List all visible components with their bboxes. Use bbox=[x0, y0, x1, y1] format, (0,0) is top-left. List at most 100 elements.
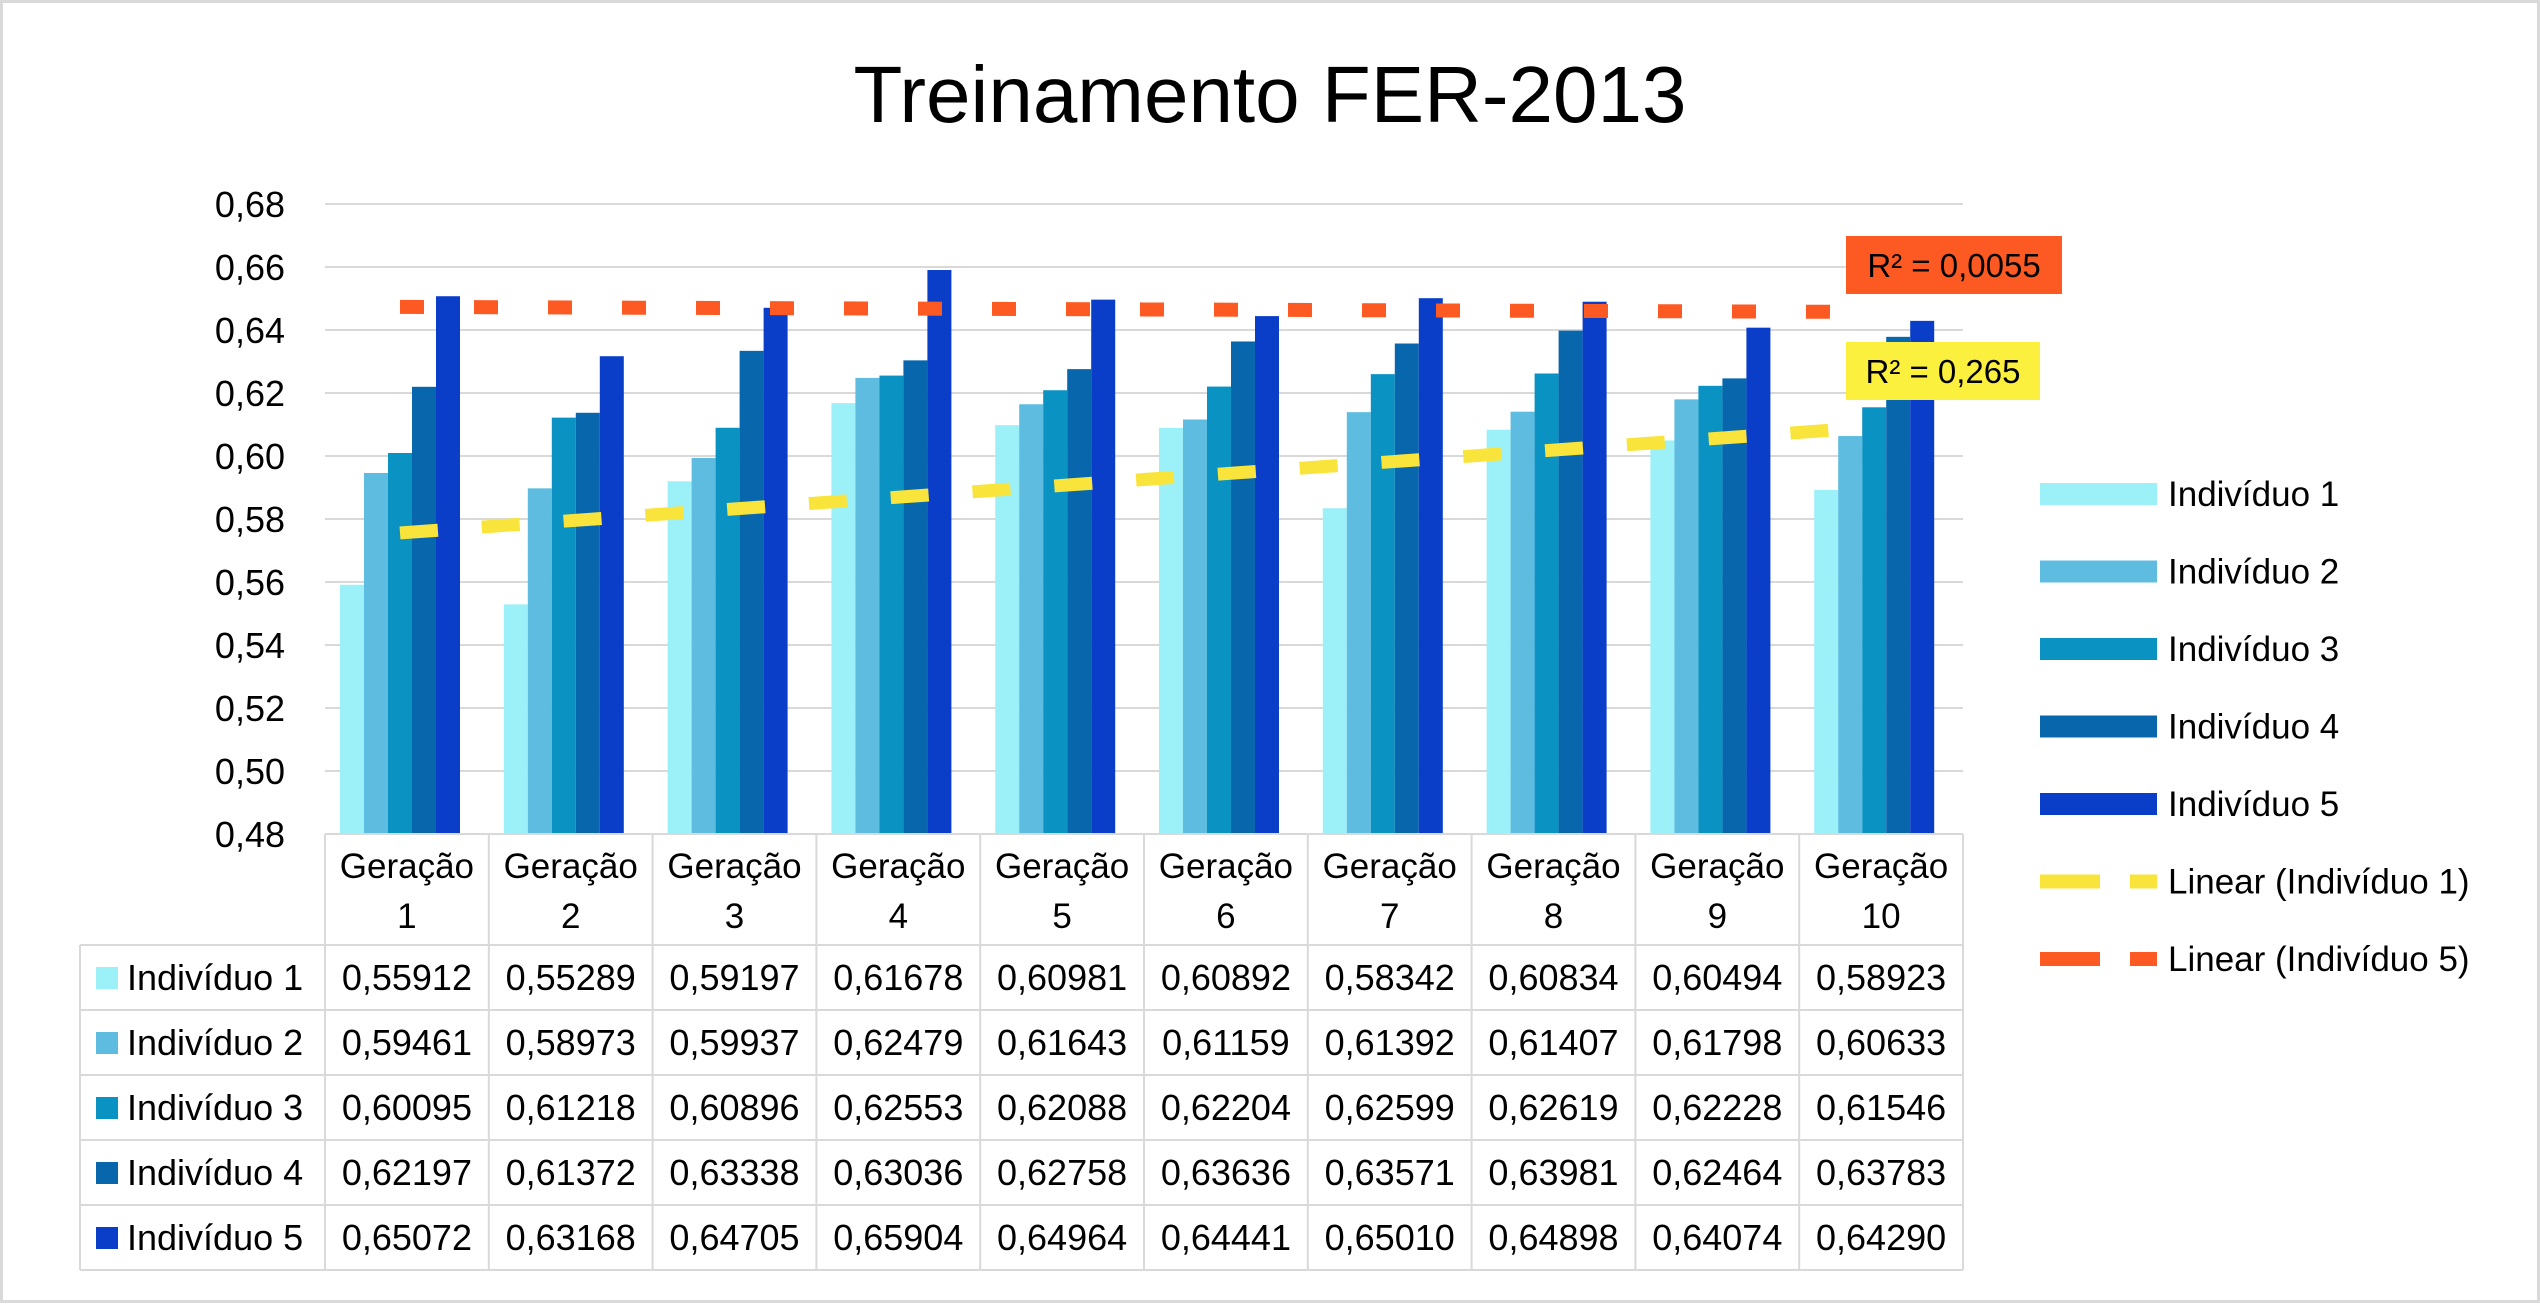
bar bbox=[855, 377, 880, 834]
bar bbox=[1814, 489, 1839, 834]
category-label-line2: 3 bbox=[725, 897, 744, 936]
table-cell-value: 0,62758 bbox=[997, 1152, 1127, 1193]
category-label-line2: 2 bbox=[561, 897, 580, 936]
bar bbox=[879, 375, 904, 834]
table-series-name: Indivíduo 2 bbox=[127, 1022, 303, 1063]
table-cell-value: 0,59197 bbox=[669, 957, 799, 998]
table-cell-value: 0,64705 bbox=[669, 1217, 799, 1258]
bar bbox=[1394, 343, 1419, 834]
bar bbox=[691, 457, 716, 834]
legend-label: Indivíduo 4 bbox=[2168, 708, 2339, 747]
table-cell-value: 0,61798 bbox=[1652, 1022, 1782, 1063]
table-cell-value: 0,62599 bbox=[1325, 1087, 1455, 1128]
table-legend-key bbox=[96, 1162, 118, 1184]
bar bbox=[1582, 301, 1607, 834]
table-cell-value: 0,63636 bbox=[1161, 1152, 1291, 1193]
y-tick-label: 0,52 bbox=[215, 688, 285, 729]
y-tick-label: 0,60 bbox=[215, 436, 285, 477]
table-cell-value: 0,64290 bbox=[1816, 1217, 1946, 1258]
table-cell-value: 0,60494 bbox=[1652, 957, 1782, 998]
table-cell-value: 0,65904 bbox=[833, 1217, 963, 1258]
table-cell-value: 0,62619 bbox=[1488, 1087, 1618, 1128]
bar bbox=[1510, 411, 1535, 834]
bar bbox=[927, 270, 952, 834]
bar bbox=[527, 488, 552, 834]
bar bbox=[575, 412, 600, 834]
legend-swatch bbox=[2040, 638, 2157, 660]
bar bbox=[551, 417, 576, 834]
legend-label: Indivíduo 2 bbox=[2168, 553, 2339, 592]
bar bbox=[739, 350, 764, 834]
r2-label: R² = 0,265 bbox=[1865, 353, 2020, 390]
table-cell-value: 0,63981 bbox=[1488, 1152, 1618, 1193]
table-cell-value: 0,64441 bbox=[1161, 1217, 1291, 1258]
legend-swatch bbox=[2040, 483, 2157, 505]
table-legend-key bbox=[96, 1227, 118, 1249]
legend-label: Indivíduo 1 bbox=[2168, 475, 2339, 514]
bar bbox=[1650, 440, 1675, 834]
bar bbox=[340, 584, 364, 834]
table-cell-value: 0,63338 bbox=[669, 1152, 799, 1193]
table-cell-value: 0,62204 bbox=[1161, 1087, 1291, 1128]
table-cell-value: 0,62088 bbox=[997, 1087, 1127, 1128]
table-cell-value: 0,62479 bbox=[833, 1022, 963, 1063]
table-legend-key bbox=[96, 1097, 118, 1119]
table-cell-value: 0,60834 bbox=[1488, 957, 1618, 998]
legend-swatch bbox=[2040, 560, 2157, 583]
category-label-line2: 5 bbox=[1052, 897, 1071, 936]
bar bbox=[412, 386, 436, 834]
category-label-line2: 9 bbox=[1708, 897, 1727, 936]
table-cell-value: 0,64898 bbox=[1488, 1217, 1618, 1258]
table-cell-value: 0,63783 bbox=[1816, 1152, 1946, 1193]
bar bbox=[436, 296, 460, 834]
legend-label: Indivíduo 3 bbox=[2168, 630, 2339, 669]
bar bbox=[1322, 508, 1347, 834]
bar bbox=[503, 604, 528, 834]
category-label-line1: Geração bbox=[1486, 847, 1620, 886]
r2-label-box bbox=[1846, 236, 2062, 294]
bar bbox=[364, 472, 388, 834]
chart-title: Treinamento FER-2013 bbox=[854, 50, 1687, 139]
category-label-line2: 1 bbox=[397, 897, 416, 936]
table-cell-value: 0,65010 bbox=[1325, 1217, 1455, 1258]
table-cell-value: 0,60981 bbox=[997, 957, 1127, 998]
table-cell-value: 0,65072 bbox=[342, 1217, 472, 1258]
table-cell-value: 0,62228 bbox=[1652, 1087, 1782, 1128]
y-tick-label: 0,66 bbox=[215, 247, 285, 288]
bar bbox=[1255, 316, 1279, 834]
table-cell-value: 0,61159 bbox=[1162, 1022, 1289, 1063]
table-legend-key bbox=[96, 967, 118, 989]
table-cell-value: 0,59461 bbox=[342, 1022, 472, 1063]
table-cell-value: 0,63571 bbox=[1325, 1152, 1455, 1193]
bar bbox=[1019, 404, 1044, 834]
bar bbox=[1159, 427, 1183, 834]
bar bbox=[1231, 341, 1255, 834]
table-cell-value: 0,64964 bbox=[997, 1217, 1127, 1258]
table-cell-value: 0,60095 bbox=[342, 1087, 472, 1128]
category-label-line1: Geração bbox=[831, 847, 965, 886]
bar bbox=[1910, 320, 1935, 834]
bar bbox=[1698, 385, 1723, 834]
table-cell-value: 0,55912 bbox=[342, 957, 472, 998]
table-cell-value: 0,58973 bbox=[506, 1022, 636, 1063]
bar bbox=[1534, 373, 1559, 834]
category-label-line1: Geração bbox=[667, 847, 801, 886]
trendline bbox=[399, 299, 1856, 319]
bar bbox=[1746, 327, 1771, 834]
bar bbox=[1183, 419, 1207, 834]
y-tick-label: 0,64 bbox=[215, 310, 285, 351]
table-cell-value: 0,60892 bbox=[1161, 957, 1291, 998]
bar bbox=[1370, 374, 1395, 834]
bar bbox=[1091, 299, 1116, 834]
bar bbox=[1067, 369, 1092, 834]
bar bbox=[1043, 390, 1068, 834]
category-label-line1: Geração bbox=[504, 847, 638, 886]
table-series-name: Indivíduo 1 bbox=[127, 957, 303, 998]
r2-label: R² = 0,0055 bbox=[1867, 247, 2040, 284]
bar bbox=[1722, 378, 1747, 834]
table-cell-value: 0,64074 bbox=[1652, 1217, 1782, 1258]
table-cell-value: 0,60633 bbox=[1816, 1022, 1946, 1063]
legend-label: Indivíduo 5 bbox=[2168, 785, 2339, 824]
table-cell-value: 0,62553 bbox=[833, 1087, 963, 1128]
